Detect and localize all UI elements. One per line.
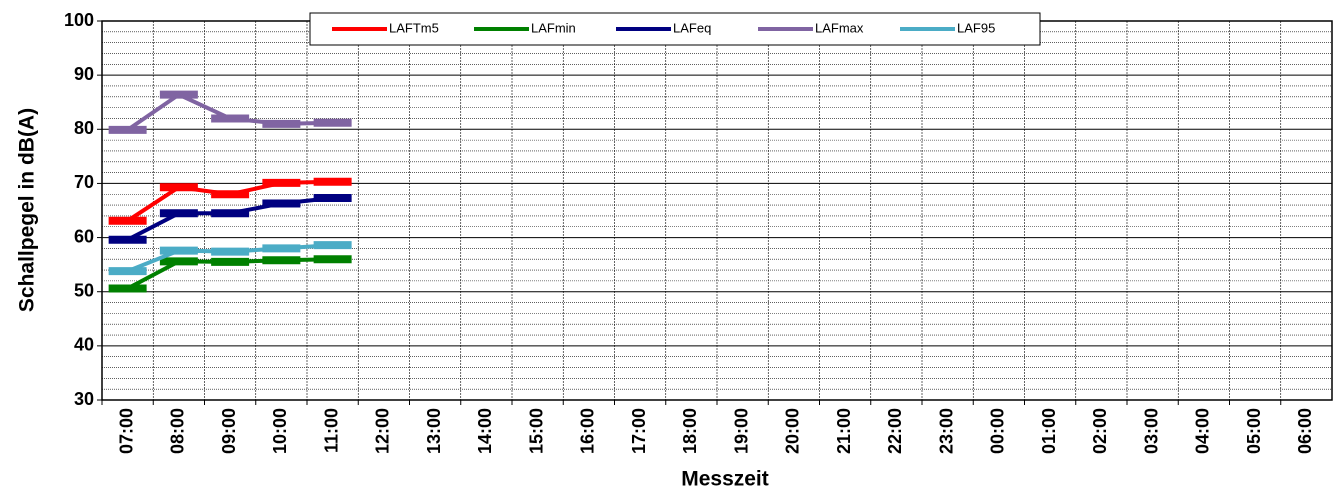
x-tick-label: 19:00 (731, 408, 751, 454)
x-tick-label: 04:00 (1193, 408, 1213, 454)
x-tick-label: 18:00 (680, 408, 700, 454)
x-tick-label: 03:00 (1141, 408, 1161, 454)
legend-label: LAFTm5 (389, 20, 439, 35)
y-tick-label: 100 (64, 10, 94, 30)
y-tick-label: 30 (74, 389, 94, 409)
x-axis-title: Messzeit (681, 468, 769, 491)
legend-label: LAFeq (673, 20, 711, 35)
x-tick-label: 23:00 (936, 408, 956, 454)
x-tick-label: 05:00 (1244, 408, 1264, 454)
y-tick-label: 90 (74, 64, 94, 84)
x-tick-label: 10:00 (270, 408, 290, 454)
y-tick-label: 80 (74, 118, 94, 138)
y-tick-label: 70 (74, 172, 94, 192)
x-tick-label: 20:00 (783, 408, 803, 454)
x-tick-label: 01:00 (1039, 408, 1059, 454)
x-tick-label: 02:00 (1090, 408, 1110, 454)
legend-label: LAF95 (957, 20, 995, 35)
x-tick-label: 09:00 (219, 408, 239, 454)
x-tick-label: 21:00 (834, 408, 854, 454)
series-line (126, 92, 333, 132)
x-tick-label: 08:00 (168, 408, 188, 454)
x-tick-label: 11:00 (321, 408, 341, 453)
x-tick-label: 14:00 (475, 408, 495, 454)
x-tick-label: 15:00 (526, 408, 546, 454)
series-line (126, 196, 333, 242)
y-tick-label: 40 (74, 335, 94, 355)
x-tick-label: 12:00 (373, 408, 393, 454)
x-tick-label: 13:00 (424, 408, 444, 454)
x-tick-label: 07:00 (116, 408, 136, 454)
x-tick-label: 16:00 (578, 408, 598, 454)
x-tick-label: 17:00 (629, 408, 649, 454)
legend-label: LAFmax (815, 20, 864, 35)
y-tick-label: 50 (74, 280, 94, 300)
x-tick-label: 00:00 (988, 408, 1008, 454)
x-tick-label: 06:00 (1295, 408, 1315, 454)
y-tick-label: 60 (74, 226, 94, 246)
legend-label: LAFmin (531, 20, 576, 35)
y-axis-title: Schallpegel in dB(A) (16, 108, 39, 312)
x-tick-label: 22:00 (885, 408, 905, 454)
